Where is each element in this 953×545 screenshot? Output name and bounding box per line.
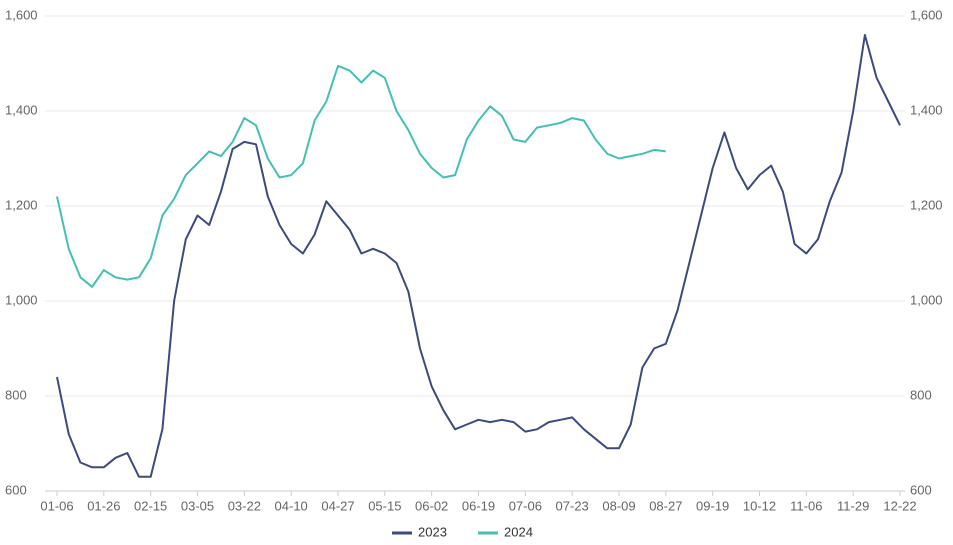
x-tick-label: 03-05 [181,498,214,513]
x-tick-label: 11-29 [837,498,869,513]
y2-tick-label: 1,600 [910,7,943,22]
x-tick-label: 02-15 [134,498,167,513]
y-tick-label: 1,600 [5,7,38,22]
x-tick-label: 01-06 [40,498,73,513]
x-tick-label: 04-27 [321,498,354,513]
x-tick-label: 10-12 [743,498,776,513]
y-tick-label: 1,400 [5,102,38,117]
line-series [56,34,901,478]
y-tick-label: 800 [5,387,27,402]
x-tick-label: 06-02 [415,498,448,513]
legend-label: 2024 [504,524,533,539]
y2-tick-label: 1,400 [910,102,943,117]
y-tick-label: 1,200 [5,197,38,212]
y2-tick-label: 800 [910,387,932,402]
x-tick-label: 03-22 [228,498,261,513]
y-tick-label: 1,000 [5,292,38,307]
x-tick-label: 01-26 [87,498,120,513]
y2-tick-label: 1,000 [910,292,943,307]
x-tick-label: 04-10 [275,498,308,513]
x-tick-label: 07-06 [509,498,542,513]
x-tick-label: 12-22 [883,498,916,513]
y-tick-label: 600 [5,482,27,497]
x-tick-label: 06-19 [462,498,495,513]
x-tick-label: 08-09 [602,498,635,513]
y2-tick-label: 1,200 [910,197,943,212]
x-tick-label: 11-06 [790,498,822,513]
line-series [56,64,666,288]
x-tick-label: 09-19 [696,498,729,513]
legend-label: 2023 [418,524,447,539]
x-tick-label: 08-27 [649,498,682,513]
y2-tick-label: 600 [910,482,932,497]
x-tick-label: 07-23 [556,498,589,513]
x-tick-label: 05-15 [368,498,401,513]
